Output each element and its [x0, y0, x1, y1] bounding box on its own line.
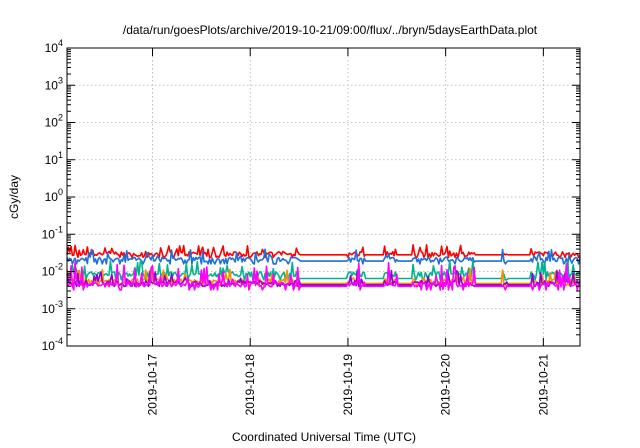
- x-axis-label: Coordinated Universal Time (UTC): [232, 430, 416, 444]
- x-tick-label: 2019-10-21: [536, 354, 550, 416]
- y-axis-label: cGy/day: [7, 175, 21, 219]
- y-tick-label: 10-2: [42, 262, 63, 279]
- x-tick-label: 2019-10-18: [243, 354, 257, 416]
- series-line: [66, 267, 581, 287]
- y-tick-label: 103: [45, 75, 63, 92]
- y-tick-label: 104: [45, 38, 63, 55]
- axis-ticks: 10-4 10-3 10-2 10-1 100 101 102 103 104 2019-10-1…: [42, 38, 580, 415]
- chart-title: /data/run/goesPlots/archive/2019-10-21/0…: [123, 23, 538, 37]
- series-line: [66, 248, 581, 265]
- y-tick-label: 10-3: [42, 299, 63, 316]
- y-tick-label: 102: [45, 113, 63, 130]
- x-tick-label: 2019-10-20: [439, 354, 453, 416]
- x-tick-label: 2019-10-17: [146, 354, 160, 416]
- y-tick-label: 101: [45, 150, 63, 167]
- series-line: [66, 261, 581, 291]
- x-tick-label: 2019-10-19: [341, 354, 355, 416]
- series-group: [66, 244, 581, 291]
- y-tick-label: 10-4: [42, 336, 63, 353]
- y-tick-label: 10-1: [42, 224, 63, 241]
- y-tick-label: 100: [45, 187, 63, 204]
- grid: [67, 47, 580, 347]
- series-line: [66, 269, 581, 288]
